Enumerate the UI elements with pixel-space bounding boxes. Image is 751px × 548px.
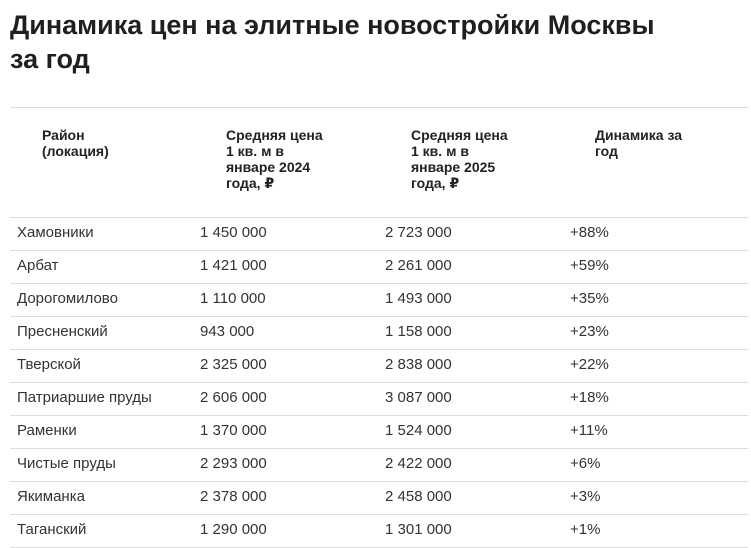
table-cell: +18% xyxy=(570,389,609,406)
header-cell: Динамика за год xyxy=(595,127,682,159)
table-cell: 2 325 000 xyxy=(200,356,267,373)
header-line: года, ₽ xyxy=(226,175,275,191)
title-line: Динамика цен на элитные новостройки Моск… xyxy=(10,10,655,40)
table-cell: +35% xyxy=(570,290,609,307)
table-cell: Хамовники xyxy=(17,224,94,241)
header-line: Район xyxy=(42,127,85,143)
table-cell: 2 293 000 xyxy=(200,455,267,472)
row-rule xyxy=(10,349,748,350)
header-line: Средняя цена xyxy=(411,127,508,143)
table-cell: Арбат xyxy=(17,257,59,274)
table-cell: Таганский xyxy=(17,521,87,538)
header-line: Средняя цена xyxy=(226,127,323,143)
table-cell: 2 261 000 xyxy=(385,257,452,274)
table-cell: 2 378 000 xyxy=(200,488,267,505)
title: Динамика цен на элитные новостройки Моск… xyxy=(10,8,745,76)
table-cell: 1 301 000 xyxy=(385,521,452,538)
table-cell: +23% xyxy=(570,323,609,340)
table-cell: +6% xyxy=(570,455,601,472)
row-rule xyxy=(10,250,748,251)
row-rule xyxy=(10,382,748,383)
table-cell: Тверской xyxy=(17,356,81,373)
table-cell: +88% xyxy=(570,224,609,241)
title-line: за год xyxy=(10,44,90,74)
header-rule xyxy=(10,217,748,218)
table-cell: 1 290 000 xyxy=(200,521,267,538)
header-line: 1 кв. м в xyxy=(226,143,284,159)
table-cell: Пресненский xyxy=(17,323,108,340)
table-cell: 1 370 000 xyxy=(200,422,267,439)
header-cell: Средняя цена 1 кв. м в январе 2025 года, ₽ xyxy=(411,127,508,191)
row-rule xyxy=(10,448,748,449)
row-rule xyxy=(10,481,748,482)
table-cell: +22% xyxy=(570,356,609,373)
table-cell: Чистые пруды xyxy=(17,455,116,472)
header-line: год xyxy=(595,143,618,159)
table-cell: +1% xyxy=(570,521,601,538)
table-cell: 1 450 000 xyxy=(200,224,267,241)
header-line: (локация) xyxy=(42,143,109,159)
header-line: Динамика за xyxy=(595,127,683,143)
table-cell: 1 524 000 xyxy=(385,422,452,439)
table-cell: Патриаршие пруды xyxy=(17,389,152,406)
table-cell: 2 422 000 xyxy=(385,455,452,472)
header-line: 1 кв. м в xyxy=(411,143,469,159)
header-line: январе 2025 xyxy=(411,159,496,175)
table-cell: 2 458 000 xyxy=(385,488,452,505)
table-cell: Якиманка xyxy=(17,488,85,505)
table-cell: +11% xyxy=(570,422,608,439)
table-cell: 2 606 000 xyxy=(200,389,267,406)
header-line: года, ₽ xyxy=(411,175,460,191)
table-cell: 3 087 000 xyxy=(385,389,452,406)
row-rule xyxy=(10,283,748,284)
table-cell: 2 838 000 xyxy=(385,356,452,373)
table-cell: 1 158 000 xyxy=(385,323,452,340)
table-cell: 1 110 000 xyxy=(200,290,266,307)
table-cell: 1 421 000 xyxy=(200,257,267,274)
table-cell: +3% xyxy=(570,488,601,505)
table-cell: Раменки xyxy=(17,422,77,439)
table-cell: Дорогомилово xyxy=(17,290,118,307)
table-cell: 2 723 000 xyxy=(385,224,452,241)
header-line: январе 2024 xyxy=(226,159,311,175)
row-rule xyxy=(10,316,748,317)
table-cell: 943 000 xyxy=(200,323,255,340)
row-rule xyxy=(10,514,748,515)
table-cell: +59% xyxy=(570,257,609,274)
row-rule xyxy=(10,415,748,416)
header-cell: Средняя цена 1 кв. м в январе 2024 года, ₽ xyxy=(226,127,323,191)
top-rule xyxy=(10,107,748,108)
header-cell: Район (локация) xyxy=(42,127,109,159)
table-cell: 1 493 000 xyxy=(385,290,452,307)
